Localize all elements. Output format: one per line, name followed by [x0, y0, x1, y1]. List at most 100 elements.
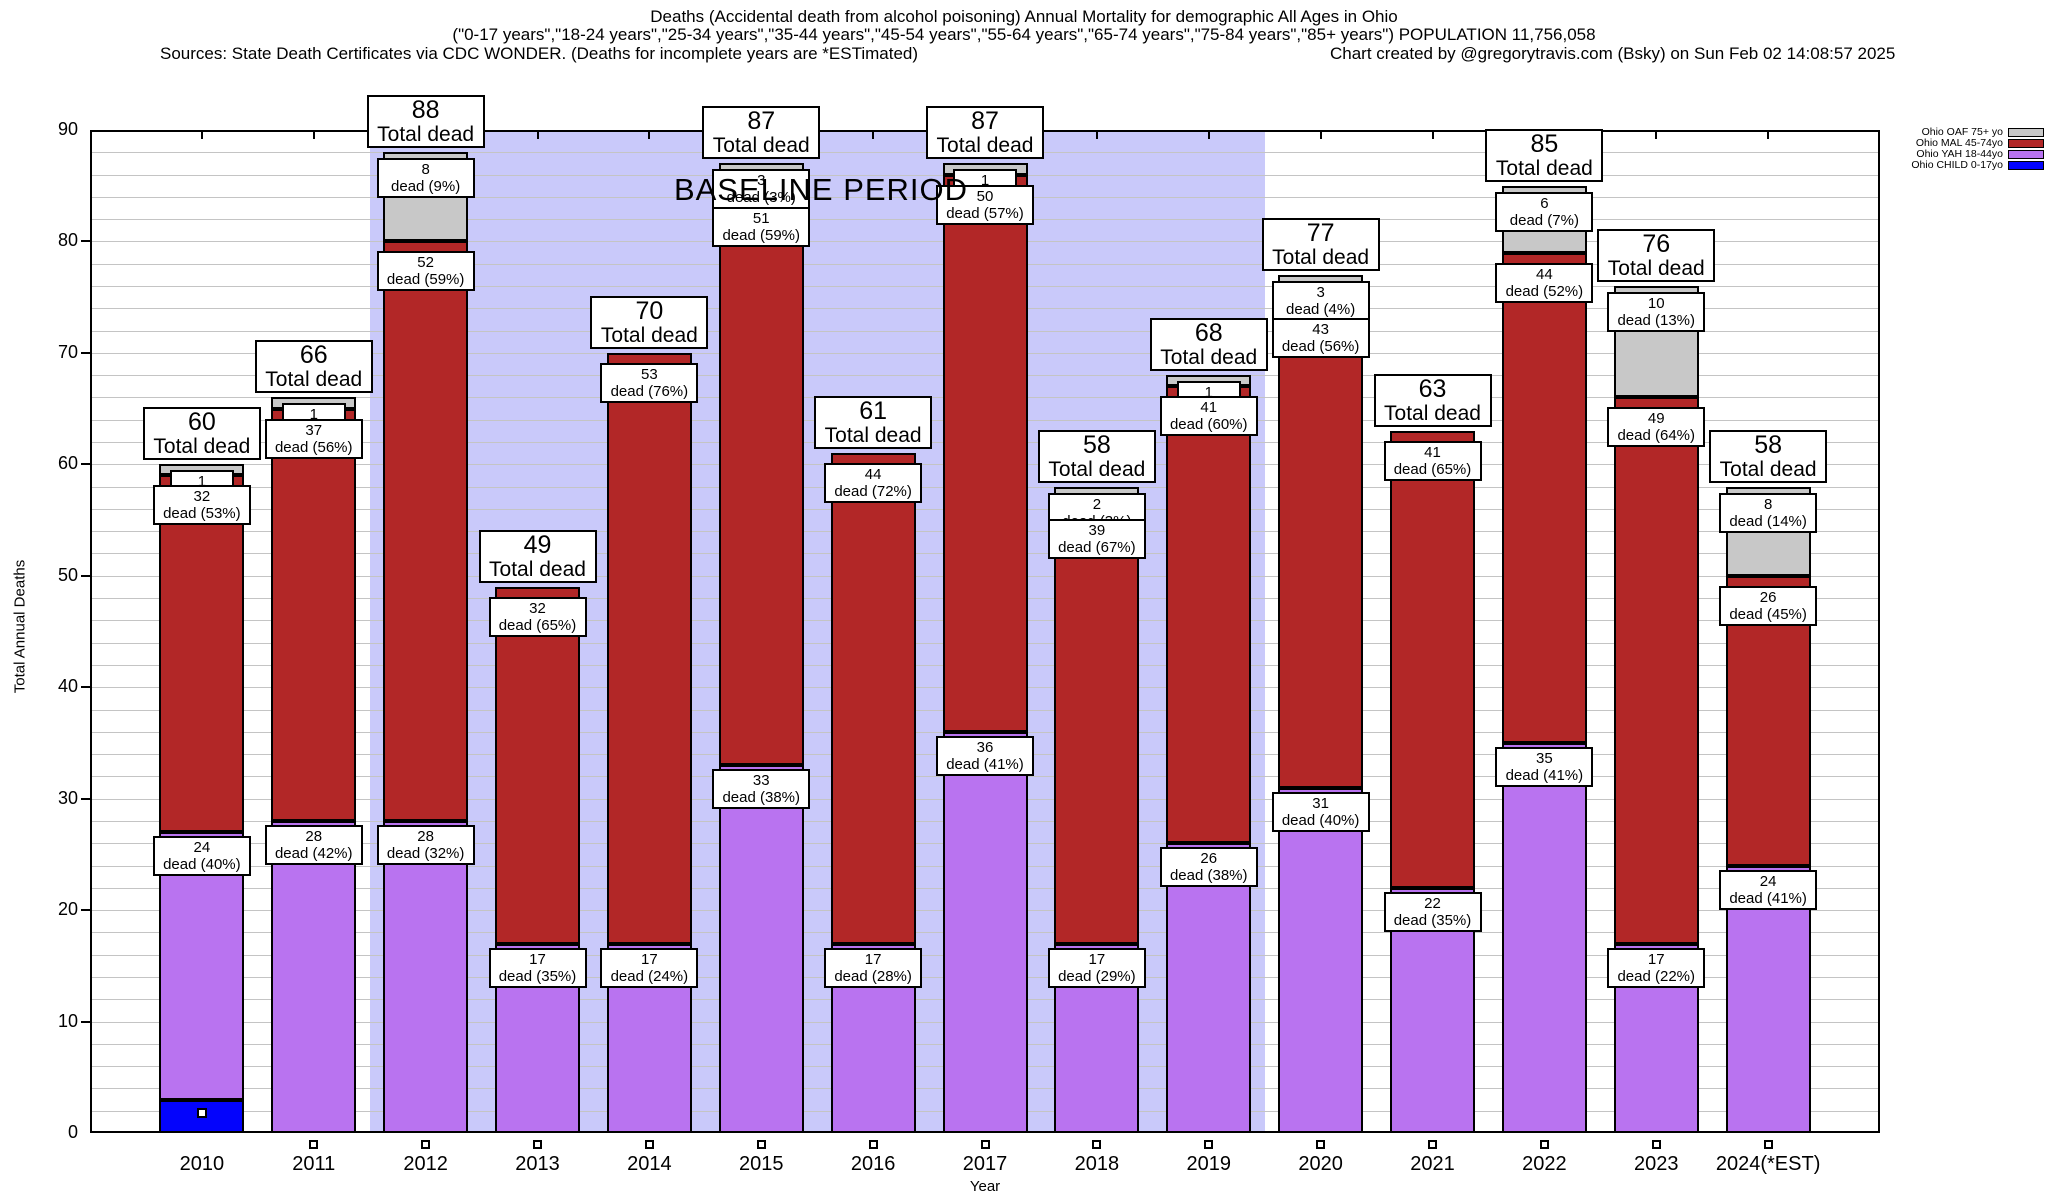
y-axis-title: Total Annual Deaths — [11, 559, 29, 694]
total-text: Total dead — [1607, 257, 1705, 281]
yah-segment-label: 35 dead (41%) — [1495, 746, 1594, 787]
total-text: Total dead — [265, 368, 363, 392]
segment-label-line: 17 — [529, 950, 546, 968]
x-tick-label: 2016 — [850, 1153, 896, 1175]
total-label: 49 Total dead — [478, 529, 597, 583]
child-zero-marker-icon — [756, 1140, 766, 1149]
segment-label-line: dead (64%) — [1617, 427, 1696, 445]
total-text: Total dead — [1272, 245, 1370, 269]
bar-segment-mal — [1278, 308, 1364, 788]
segment-label-line: 3 — [757, 172, 766, 190]
x-tick-label: 2019 — [1186, 1153, 1232, 1175]
x-axis-title: Year — [969, 1178, 1001, 1195]
bar-segment-mal — [495, 586, 580, 944]
segment-label-line: 41 — [1424, 443, 1441, 461]
segment-label-line: 24 — [1759, 872, 1777, 890]
segment-label-line: 28 — [417, 827, 434, 845]
total-label: 70 Total dead — [590, 295, 709, 349]
x-tick-label: 2014 — [627, 1153, 672, 1175]
x-tick-mark — [1207, 132, 1210, 139]
bar-segment-yah — [1166, 843, 1252, 1133]
legend-label: Ohio YAH 18-44yo — [1916, 148, 2003, 160]
total-count: 88 — [411, 96, 440, 125]
x-tick-label: 2010 — [179, 1153, 225, 1175]
segment-label-line: 8 — [421, 161, 430, 179]
segment-label-line: 1 — [1204, 384, 1213, 402]
total-label: 87 Total dead — [702, 106, 821, 160]
legend-label: Ohio OAF 75+ yo — [1921, 126, 2003, 138]
y-tick-label: 20 — [57, 899, 78, 920]
legend: Ohio OAF 75+ yo Ohio MAL 45-74yo Ohio YAH … — [1911, 127, 2044, 170]
total-text: Total dead — [712, 134, 810, 158]
segment-label-line: dead (35%) — [1393, 911, 1472, 929]
oaf-segment-label: 6 dead (7%) — [1495, 191, 1594, 232]
x-tick-label: 2012 — [403, 1153, 448, 1175]
oaf-segment-label: 10 dead (13%) — [1607, 292, 1706, 333]
segment-label-line: dead (42%) — [274, 844, 353, 862]
bar-segment-yah — [1501, 742, 1587, 1133]
bar-segment-mal — [1390, 430, 1475, 888]
bar-segment-yah — [1725, 865, 1811, 1133]
total-count: 58 — [1082, 430, 1111, 459]
mal-segment-label: 39 dead (67%) — [1047, 518, 1146, 559]
total-count: 76 — [1642, 230, 1671, 259]
y-tick-mark — [81, 686, 90, 689]
oaf-segment-label: 3 dead (4%) — [1271, 280, 1370, 321]
segment-label-line: dead (67%) — [1058, 538, 1136, 556]
yah-segment-label: 36 dead (41%) — [936, 735, 1034, 776]
credit-note: Chart created by @gregorytravis.com (Bsk… — [1330, 44, 1896, 63]
total-label: 66 Total dead — [254, 340, 373, 394]
mal-segment-label: 44 dead (72%) — [824, 463, 923, 504]
total-count: 58 — [1754, 430, 1783, 459]
total-count: 61 — [859, 397, 888, 426]
total-label: 76 Total dead — [1597, 229, 1716, 283]
segment-label-line: dead (14%) — [1729, 512, 1807, 530]
segment-label-line: dead (53%) — [163, 505, 241, 523]
mal-segment-label: 32 dead (53%) — [152, 485, 251, 526]
total-text: Total dead — [1384, 401, 1481, 425]
oaf-segment-label: 8 dead (9%) — [376, 158, 475, 199]
yah-segment-label: 17 dead (24%) — [600, 947, 699, 988]
segment-label-line: 17 — [1088, 950, 1106, 968]
segment-label-line: 51 — [752, 209, 770, 227]
legend-row: Ohio MAL 45-74yo — [1911, 138, 2044, 148]
segment-label-line: 49 — [1647, 410, 1665, 428]
segment-label-line: dead (52%) — [1505, 282, 1584, 300]
bar-segment-mal — [1054, 508, 1140, 944]
total-text: Total dead — [824, 424, 922, 448]
chart-title: Deaths (Accidental death from alcohol po… — [650, 7, 1398, 26]
segment-label-line: 3 — [1316, 283, 1325, 301]
mal-segment-label: 53 dead (76%) — [600, 362, 699, 403]
segment-label-line: 26 — [1200, 850, 1218, 868]
segment-label-line: 6 — [1540, 194, 1549, 212]
total-text: Total dead — [1719, 457, 1817, 481]
total-count: 87 — [971, 107, 999, 136]
child-zero-marker-icon — [1763, 1140, 1773, 1149]
child-zero-marker-icon — [1316, 1140, 1326, 1149]
y-tick-mark — [81, 463, 90, 466]
bar-segment-yah — [1278, 787, 1364, 1133]
bar-segment-yah — [271, 820, 357, 1133]
mal-segment-label: 37 dead (56%) — [264, 418, 363, 459]
segment-label-line: 32 — [529, 599, 546, 617]
x-tick-mark — [1431, 132, 1434, 139]
child-zero-marker-icon — [1651, 1140, 1661, 1149]
yah-segment-label: 24 dead (40%) — [152, 836, 251, 877]
segment-label-line: 10 — [1647, 295, 1665, 313]
x-tick-label: 2024(*EST) — [1715, 1153, 1821, 1175]
segment-label-line: 43 — [1312, 321, 1329, 339]
x-tick-label: 2011 — [292, 1153, 336, 1175]
y-tick-label: 40 — [57, 676, 78, 697]
yah-segment-label: 33 dead (38%) — [712, 769, 811, 810]
segment-label-line: dead (38%) — [722, 789, 801, 807]
segment-label-line: 17 — [864, 950, 882, 968]
segment-label-line: dead (40%) — [1281, 811, 1360, 829]
x-tick-mark — [1655, 132, 1658, 139]
mal-segment-label: 41 dead (65%) — [1383, 440, 1482, 481]
segment-label-line: dead (7%) — [1509, 211, 1579, 229]
bar-segment-yah — [159, 832, 245, 1100]
child-zero-marker-icon — [1204, 1140, 1214, 1149]
segment-label-line: dead (9%) — [391, 178, 461, 196]
bar-segment-mal — [942, 174, 1028, 732]
y-tick-label: 10 — [57, 1010, 78, 1031]
